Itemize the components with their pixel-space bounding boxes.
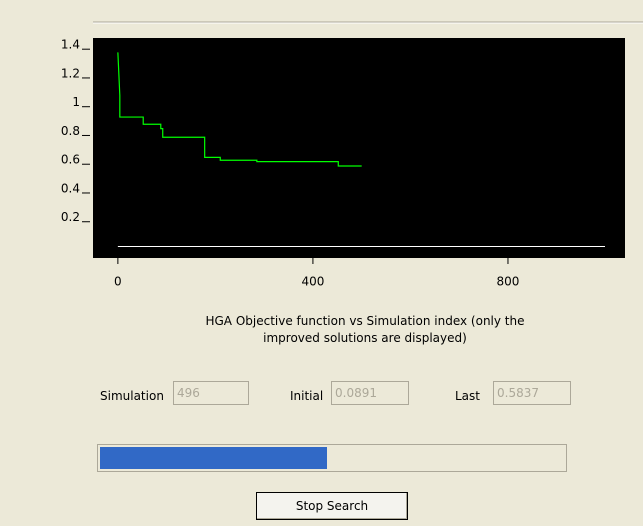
field-label: Simulation <box>100 389 164 403</box>
y-tick-label: 1 <box>72 95 80 109</box>
y-tick-label: 1.2 <box>61 66 80 80</box>
text-field[interactable]: 496 <box>173 381 249 405</box>
y-tick-label: 0.6 <box>61 153 80 167</box>
y-tick-label: 0.2 <box>61 210 80 224</box>
chart: 0.2 0.4 0.6 0.8 1 1.2 1.4 0 400 800 <box>61 21 643 289</box>
field-label: Last <box>455 389 480 403</box>
y-tick-label: 0.8 <box>61 124 80 138</box>
x-tick-label: 0 <box>114 275 122 289</box>
progress-bar <box>97 444 567 472</box>
progress-fill <box>100 447 328 469</box>
y-tick-label: 1.4 <box>61 38 80 52</box>
field-label: Initial <box>290 389 324 403</box>
text-field[interactable]: 0.0891 <box>331 381 409 405</box>
text-field[interactable]: 0.5837 <box>493 381 571 405</box>
caption: HGA Objective function vs Simulation ind… <box>205 314 525 328</box>
y-tick-label: 0.4 <box>61 181 80 195</box>
plot-area <box>93 38 625 258</box>
x-tick-label: 800 <box>497 275 520 289</box>
stop-button[interactable]: Stop Search <box>256 492 408 520</box>
caption: improved solutions are displayed) <box>263 331 467 345</box>
x-tick-label: 400 <box>301 275 324 289</box>
data-line <box>117 52 362 167</box>
